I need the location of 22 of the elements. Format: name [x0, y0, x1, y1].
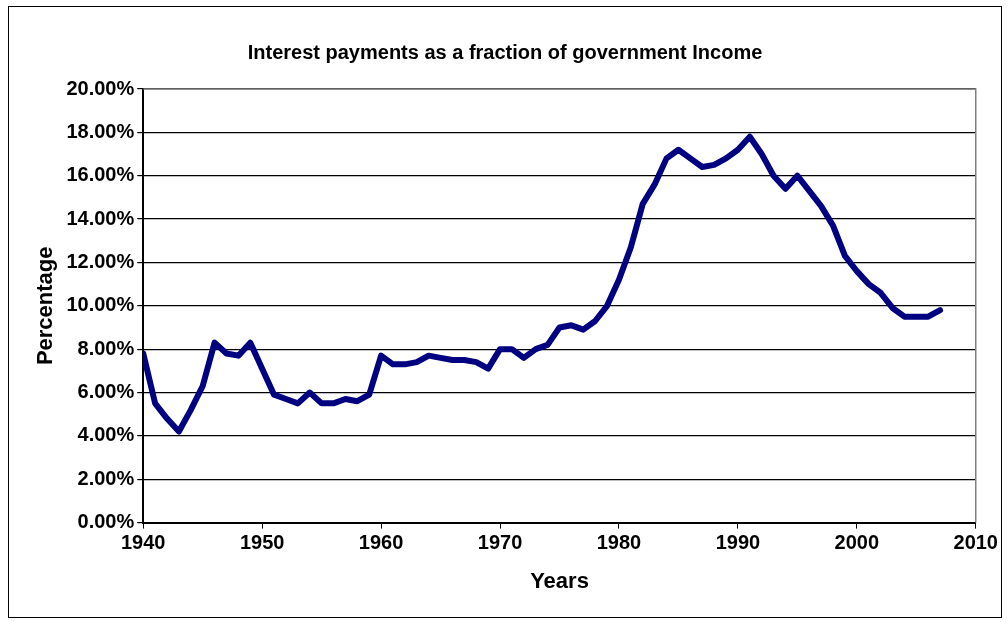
y-tick-label: 6.00% [77, 380, 135, 403]
chart-title: Interest payments as a fraction of government Income [247, 40, 763, 63]
y-tick-label: 14.00% [66, 206, 135, 229]
y-tick-label: 16.00% [66, 163, 135, 186]
y-tick-label: 10.00% [66, 293, 135, 316]
y-tick-label: 18.00% [66, 119, 135, 142]
x-tick-label: 1980 [596, 531, 642, 554]
x-tick-label: 1940 [120, 531, 166, 554]
x-tick-label: 2010 [953, 531, 998, 554]
y-tick-label: 0.00% [77, 510, 135, 533]
x-tick-label: 1950 [239, 531, 285, 554]
x-tick-label: 2000 [834, 531, 880, 554]
y-axis-title: Percentage [32, 246, 58, 366]
x-tick-label: 1970 [477, 531, 523, 554]
x-tick-label: 1990 [715, 531, 761, 554]
x-axis-title: Years [530, 567, 589, 593]
y-tick-label: 2.00% [77, 466, 135, 489]
y-tick-label: 20.00% [66, 76, 135, 99]
y-tick-label: 12.00% [66, 249, 135, 272]
y-tick-label: 8.00% [77, 336, 135, 359]
y-tick-label: 4.00% [77, 423, 135, 446]
x-tick-label: 1960 [358, 531, 404, 554]
